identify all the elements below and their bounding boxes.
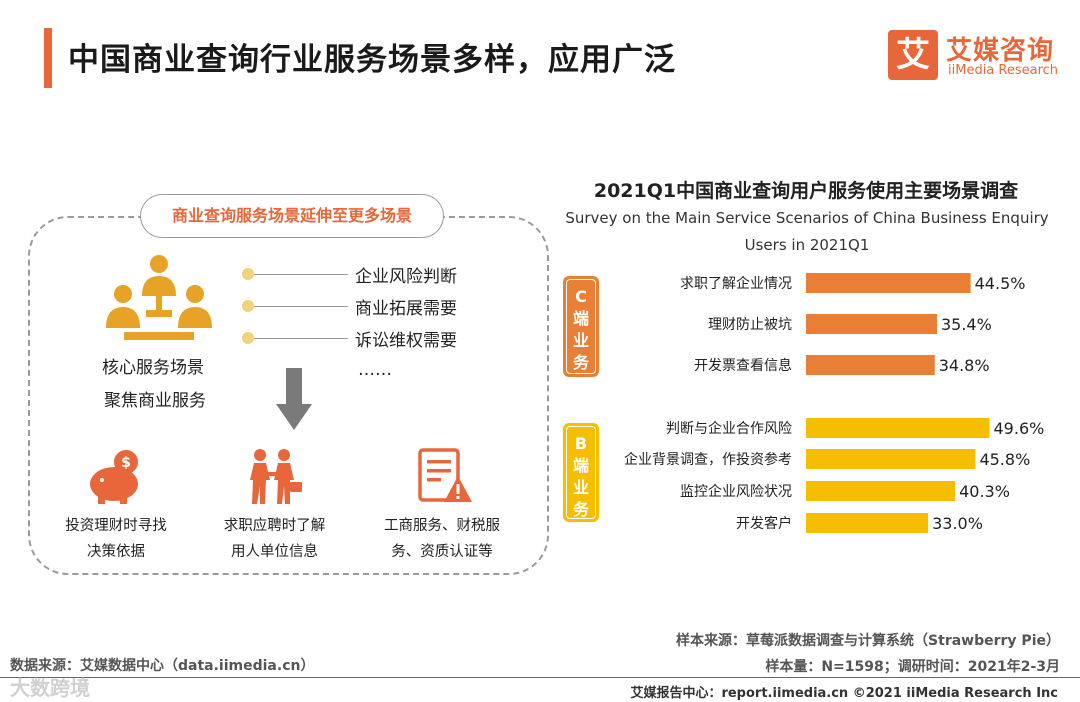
bullet-text: 诉讼维权需要 (355, 331, 457, 351)
bullet-marker (242, 300, 352, 312)
icon-caption: 投资理财时寻找 决策依据 (56, 513, 176, 565)
category-label: 企业背景调查，作投资参考 (624, 451, 792, 468)
category-label: 判断与企业合作风险 (666, 420, 792, 437)
category-label: 开发客户 (736, 515, 792, 532)
bullet-marker (242, 332, 352, 344)
chart-subtitle: Survey on the Main Service Scenarios of … (565, 209, 1049, 227)
bar (806, 273, 971, 293)
value-label: 40.3% (959, 482, 1010, 501)
caption-line: 求职应聘时了解 (223, 518, 326, 534)
segment-char: 务 (572, 500, 589, 519)
value-label: 33.0% (932, 514, 983, 533)
report-center-footer: 艾媒报告中心：report.iimedia.cn ©2021 iiMedia R… (630, 686, 1058, 701)
sample-source: 样本来源：草莓派数据调查与计算系统（Strawberry Pie） (676, 633, 1060, 649)
category-label: 开发票查看信息 (694, 357, 792, 374)
bullet-text: …… (358, 360, 392, 380)
logo-chinese-name: 艾媒咨询 (946, 36, 1055, 66)
bar (806, 513, 929, 533)
icon-caption: 求职应聘时了解 用人单位信息 (212, 513, 337, 565)
segment-char: B (574, 434, 588, 453)
bar (806, 449, 976, 469)
business-people-icon (106, 255, 212, 340)
bar (806, 481, 956, 501)
caption-line: 投资理财时寻找 (65, 518, 167, 534)
caption-line: 工商服务、财税服 (384, 518, 500, 534)
value-label: 34.8% (939, 356, 990, 375)
value-label: 44.5% (975, 274, 1026, 293)
chart-title: 2021Q1中国商业查询用户服务使用主要场景调查 (593, 180, 1019, 202)
title-accent-bar (44, 28, 52, 88)
bar (806, 314, 937, 334)
arrow-down-icon (276, 368, 312, 430)
bullet-text: 企业风险判断 (355, 267, 457, 287)
watermark: 大数跨境 (10, 676, 90, 700)
bar (806, 418, 990, 438)
caption-line: 务、资质认证等 (391, 544, 493, 560)
page-title: 中国商业查询行业服务场景多样，应用广泛 (68, 42, 676, 78)
segment-label-c: C 端 业 务 (563, 276, 599, 377)
core-scenario-line1: 核心服务场景 (102, 358, 204, 378)
core-scenario-line2: 聚焦商业服务 (104, 391, 206, 411)
data-source: 数据来源：艾媒数据中心（data.iimedia.cn） (10, 658, 315, 674)
category-label: 理财防止被坑 (708, 317, 792, 333)
bullet-text: 商业拓展需要 (355, 299, 457, 319)
segment-char: 端 (572, 309, 589, 328)
logo-english-name: iiMedia Research (948, 63, 1059, 78)
value-label: 49.6% (994, 419, 1045, 438)
caption-line: 用人单位信息 (231, 544, 318, 560)
segment-char: 业 (572, 478, 589, 497)
piggy-bank-icon: $ (90, 450, 138, 504)
value-label: 35.4% (941, 315, 992, 334)
sample-size: 样本量：N=1598；调研时间：2021年2-3月 (765, 659, 1060, 675)
handshake-people-icon (250, 449, 302, 504)
footer-divider (0, 677, 1080, 678)
segment-char: 业 (572, 331, 589, 350)
caption-line: 决策依据 (87, 544, 145, 560)
segment-char: 端 (572, 456, 589, 475)
svg-text:$: $ (121, 455, 131, 471)
bar (806, 355, 935, 375)
category-label: 求职了解企业情况 (680, 275, 792, 292)
logo-mark: 艾 (888, 30, 938, 80)
scenario-extension-label: 商业查询服务场景延伸至更多场景 (140, 194, 444, 238)
icon-caption: 工商服务、财税服 务、资质认证等 (372, 513, 512, 565)
chart-subtitle: Users in 2021Q1 (744, 236, 870, 254)
segment-label-b: B 端 业 务 (563, 423, 599, 522)
category-label: 监控企业风险状况 (680, 483, 792, 500)
iimedia-logo: 艾 艾媒咨询 iiMedia Research (888, 30, 1063, 82)
value-label: 45.8% (979, 450, 1030, 469)
document-warning-icon (418, 448, 472, 502)
segment-char: C (575, 287, 587, 306)
bullet-marker (242, 268, 352, 280)
segment-char: 务 (572, 353, 589, 372)
